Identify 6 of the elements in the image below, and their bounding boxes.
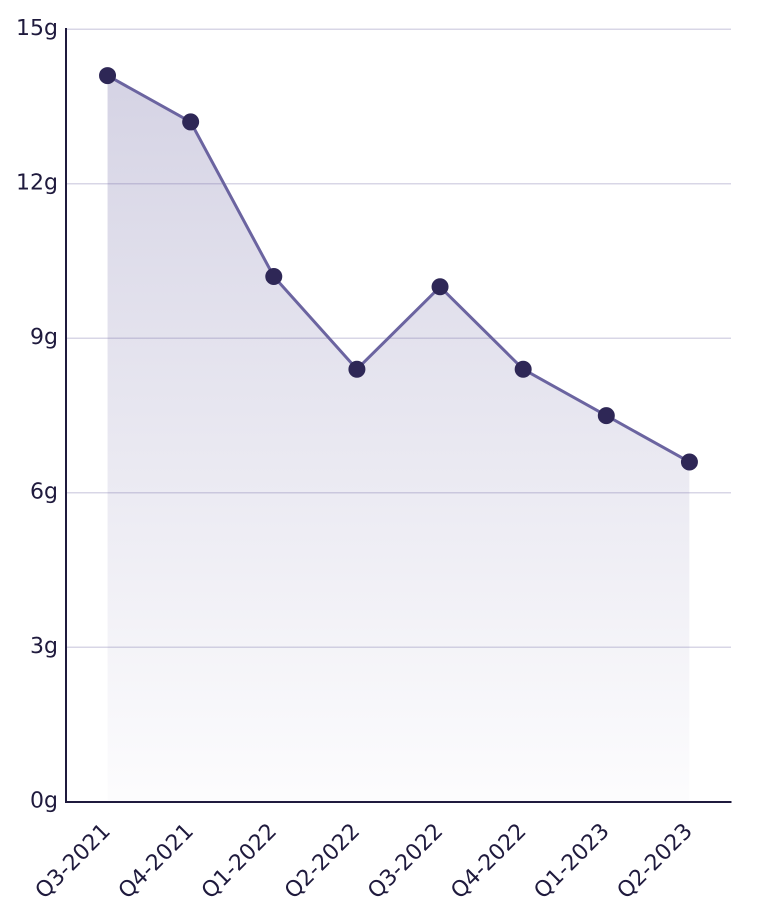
y-tick-label: 12g [16, 170, 58, 196]
y-tick-label: 0g [30, 788, 58, 814]
y-tick-label: 15g [16, 16, 58, 41]
y-tick-label: 3g [30, 634, 58, 660]
y-tick-label: 6g [30, 480, 58, 505]
y-tick-label: 9g [30, 325, 58, 350]
